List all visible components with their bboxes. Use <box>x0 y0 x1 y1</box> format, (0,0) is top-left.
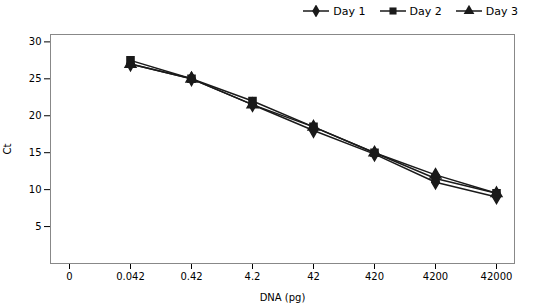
svg-text:0: 0 <box>66 271 72 282</box>
svg-text:Ct: Ct <box>2 143 13 154</box>
svg-text:20: 20 <box>29 110 42 121</box>
svg-text:10: 10 <box>29 184 42 195</box>
html-text:Day 2: Day 2 <box>409 4 442 18</box>
svg-text:30: 30 <box>29 36 42 47</box>
svg-text:4.2: 4.2 <box>245 271 261 282</box>
svg-text:4200: 4200 <box>423 271 448 282</box>
svg-text:420: 420 <box>365 271 384 282</box>
svg-text:42000: 42000 <box>481 271 513 282</box>
svg-text:5: 5 <box>35 221 41 232</box>
svg-text:42: 42 <box>307 271 320 282</box>
svg-text:0.042: 0.042 <box>116 271 145 282</box>
html-text:Day 1: Day 1 <box>333 4 366 18</box>
svg-text:0.42: 0.42 <box>180 271 202 282</box>
svg-text:25: 25 <box>29 73 42 84</box>
svg-text:15: 15 <box>29 147 42 158</box>
svg-text:DNA (pg): DNA (pg) <box>260 292 306 303</box>
html-text:Day 3: Day 3 <box>485 4 518 18</box>
